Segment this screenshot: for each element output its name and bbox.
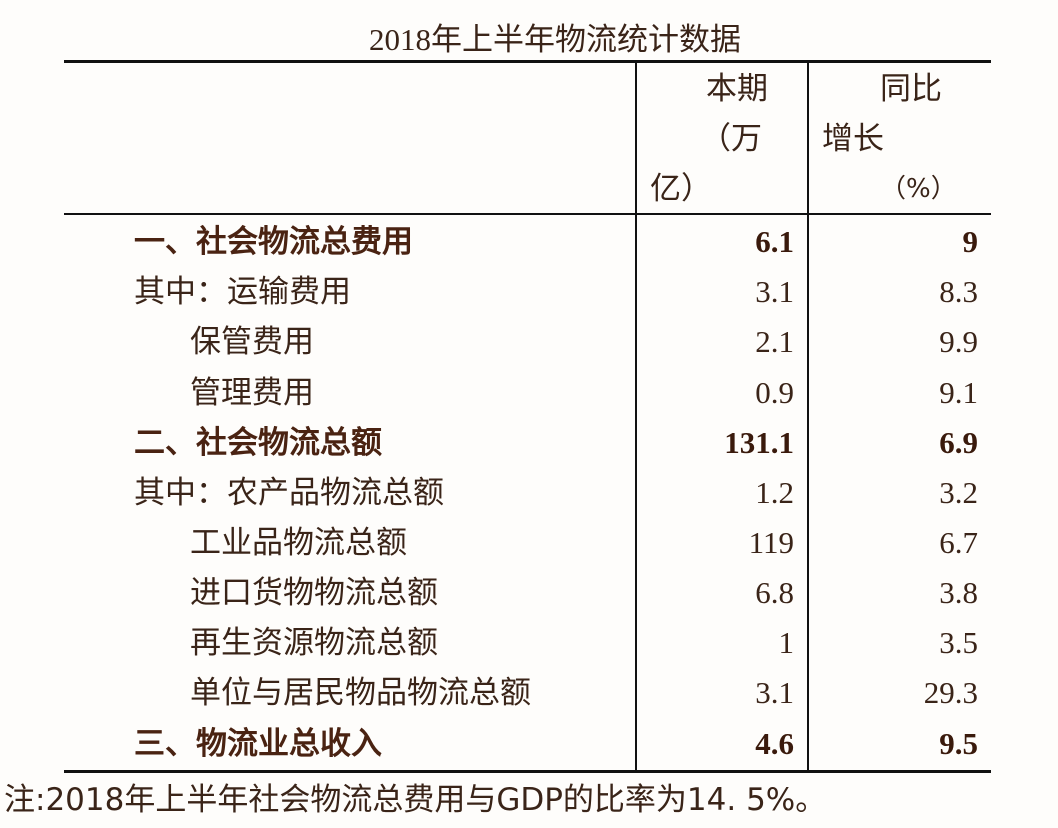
row-growth: 3.8 — [939, 575, 978, 610]
table-row: 其中：农产品物流总额 1.2 3.2 — [64, 468, 991, 518]
row-growth: 6.9 — [939, 425, 978, 460]
row-label: 三、物流业总收入 — [134, 726, 382, 762]
row-label: 保管费用 — [190, 324, 314, 360]
row-value: 6.8 — [755, 575, 794, 610]
row-growth: 9.5 — [939, 726, 978, 761]
row-value: 3.1 — [755, 675, 794, 710]
table-row: 工业品物流总额 119 6.7 — [64, 518, 991, 568]
bottom-rule — [64, 770, 991, 773]
table-row: 管理费用 0.9 9.1 — [64, 368, 991, 418]
row-value: 2.1 — [755, 324, 794, 359]
row-label: 进口货物物流总额 — [190, 575, 438, 611]
header-current-line2: （万 — [700, 121, 762, 157]
footnote: 注:2018年上半年社会物流总费用与GDP的比率为14. 5%。 — [4, 782, 827, 818]
row-label: 二、社会物流总额 — [134, 425, 382, 461]
column-divider — [635, 61, 637, 772]
table-row: 进口货物物流总额 6.8 3.8 — [64, 568, 991, 618]
row-growth: 9.9 — [939, 324, 978, 359]
table-row: 单位与居民物品物流总额 3.1 29.3 — [64, 668, 991, 718]
row-label: 其中：农产品物流总额 — [134, 475, 444, 511]
row-value: 6.1 — [755, 224, 794, 259]
row-value: 119 — [748, 525, 794, 560]
header-rule — [64, 213, 991, 215]
row-growth: 9 — [962, 224, 979, 259]
header-current-line1: 本期 — [706, 71, 768, 107]
row-value: 1 — [778, 625, 795, 660]
column-divider — [807, 61, 809, 772]
row-label: 单位与居民物品物流总额 — [190, 675, 531, 711]
table-row: 再生资源物流总额 1 3.5 — [64, 618, 991, 668]
table-row: 其中：运输费用 3.1 8.3 — [64, 267, 991, 317]
table-row: 一、社会物流总费用 6.1 9 — [64, 217, 991, 267]
row-value: 0.9 — [755, 375, 794, 410]
row-label: 其中：运输费用 — [134, 274, 351, 310]
header-growth-line1: 同比 — [880, 71, 942, 107]
row-growth: 29.3 — [923, 675, 978, 710]
row-growth: 6.7 — [939, 525, 978, 560]
header-growth-line3: （%） — [880, 174, 957, 204]
table-row: 保管费用 2.1 9.9 — [64, 317, 991, 367]
row-growth: 9.1 — [939, 375, 978, 410]
row-value: 131.1 — [724, 425, 794, 460]
table-row: 二、社会物流总额 131.1 6.9 — [64, 418, 991, 468]
row-label: 管理费用 — [190, 375, 314, 411]
row-value: 1.2 — [755, 475, 794, 510]
row-value: 4.6 — [755, 726, 794, 761]
row-growth: 3.2 — [939, 475, 978, 510]
row-growth: 8.3 — [939, 274, 978, 309]
row-value: 3.1 — [755, 274, 794, 309]
header-growth-line2: 增长 — [822, 121, 884, 157]
header-current-line3: 亿） — [650, 171, 712, 207]
row-label: 一、社会物流总费用 — [134, 224, 413, 260]
table-title: 2018年上半年物流统计数据 — [369, 22, 741, 57]
row-label: 再生资源物流总额 — [190, 625, 438, 661]
table-row: 三、物流业总收入 4.6 9.5 — [64, 719, 991, 769]
row-label: 工业品物流总额 — [190, 525, 407, 561]
row-growth: 3.5 — [939, 625, 978, 660]
top-rule — [64, 60, 991, 63]
